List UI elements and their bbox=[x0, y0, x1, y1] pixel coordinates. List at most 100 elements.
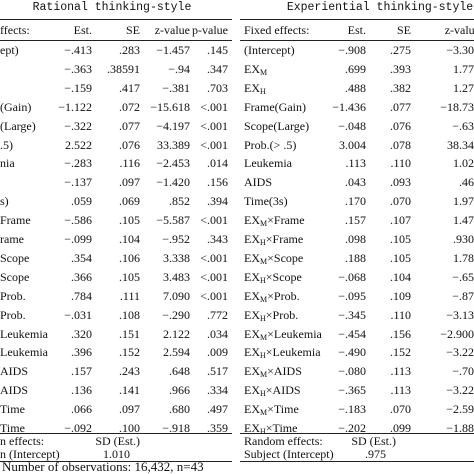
cell: .396 bbox=[71, 345, 92, 360]
cell: −1.457 bbox=[156, 43, 190, 57]
cell: 1.024 bbox=[453, 156, 474, 171]
cell: .113 bbox=[390, 364, 411, 379]
row-label: Leukemia bbox=[0, 345, 48, 360]
cell: .156 bbox=[390, 326, 411, 341]
label-part: M bbox=[260, 332, 268, 342]
row-label: AIDS bbox=[0, 364, 29, 379]
label-part: ×Scope bbox=[265, 269, 302, 284]
cell: 33.389 bbox=[157, 137, 190, 152]
label-part: EX bbox=[244, 269, 260, 284]
row-label: EXH×Leukemia bbox=[244, 345, 321, 360]
cell: .784 bbox=[71, 288, 92, 303]
label-part: EX bbox=[244, 307, 260, 322]
label-part: M bbox=[260, 294, 268, 304]
cell: .320 bbox=[71, 326, 92, 341]
cell: .066 bbox=[71, 402, 92, 417]
cell: <.001 bbox=[200, 269, 228, 284]
cell: .394 bbox=[207, 194, 228, 209]
random-header: Random effects: bbox=[244, 434, 323, 448]
cell: .076 bbox=[119, 137, 140, 152]
cell: .113 bbox=[345, 156, 366, 171]
cell: <.001 bbox=[200, 99, 228, 114]
row-label: (Intercept) bbox=[244, 43, 295, 57]
cell: .157 bbox=[71, 364, 92, 379]
cell: −3.305 bbox=[446, 43, 474, 57]
column-header: p-value bbox=[192, 23, 228, 37]
cell: .680 bbox=[169, 402, 190, 417]
cell: .517 bbox=[207, 364, 228, 379]
cell: .099 bbox=[390, 421, 411, 435]
cell: .111 bbox=[119, 288, 140, 303]
cell: .116 bbox=[119, 156, 140, 171]
cell: <.001 bbox=[200, 118, 228, 133]
cell: −.183 bbox=[338, 402, 366, 417]
cell: .109 bbox=[390, 288, 411, 303]
cell: .059 bbox=[71, 194, 92, 209]
label-part: M bbox=[260, 370, 268, 380]
column-header: SE bbox=[125, 23, 140, 37]
cell: −.413 bbox=[64, 43, 92, 57]
label-part: EX bbox=[244, 364, 260, 379]
label-part: ×Scope bbox=[267, 250, 304, 265]
cell: 3.338 bbox=[163, 250, 190, 265]
cell: −2.597 bbox=[446, 402, 474, 417]
cell: .145 bbox=[207, 43, 228, 57]
label-part: EX bbox=[244, 383, 260, 398]
cell: .170 bbox=[345, 194, 366, 209]
cell: −.092 bbox=[64, 421, 92, 435]
row-label: EXH×AIDS bbox=[244, 383, 301, 398]
cell: −18.731 bbox=[440, 99, 474, 114]
row-label: Frame(Gain) bbox=[244, 99, 306, 114]
cell: .699 bbox=[345, 61, 366, 76]
cell: −.634 bbox=[452, 118, 474, 133]
label-part: EX bbox=[244, 80, 260, 95]
cell: .156 bbox=[207, 175, 228, 190]
label-part: M bbox=[260, 256, 268, 266]
cell: .106 bbox=[119, 250, 140, 265]
label-part: ×AIDS bbox=[267, 364, 302, 379]
row-label: Time bbox=[0, 421, 25, 435]
cell: .078 bbox=[390, 137, 411, 152]
cell: .334 bbox=[207, 383, 228, 398]
column-header: z-value bbox=[444, 23, 474, 37]
cell: .009 bbox=[207, 345, 228, 360]
cell: −.283 bbox=[64, 156, 92, 171]
cell: −.365 bbox=[338, 383, 366, 398]
cell: .072 bbox=[119, 99, 140, 114]
row-label: EXH×Prob. bbox=[244, 307, 298, 323]
cell: −3.130 bbox=[446, 307, 474, 322]
cell: −.586 bbox=[64, 213, 92, 228]
column-header: z-value bbox=[154, 23, 190, 37]
cell: .347 bbox=[207, 61, 228, 76]
cell: −1.436 bbox=[332, 99, 366, 114]
row-label: Scope bbox=[0, 250, 30, 265]
label-part: ×AIDS bbox=[265, 383, 301, 398]
row-label: AIDS bbox=[244, 175, 273, 190]
cell: .034 bbox=[207, 326, 228, 341]
cell: .105 bbox=[119, 213, 140, 228]
cell: −.870 bbox=[452, 288, 474, 303]
cell: −.080 bbox=[338, 364, 366, 379]
label-part: M bbox=[260, 219, 268, 229]
cell: −.099 bbox=[64, 232, 92, 246]
cell: .070 bbox=[390, 402, 411, 417]
label-part: ×Leukemia bbox=[265, 345, 321, 360]
rule bbox=[0, 40, 232, 41]
cell: 1.973 bbox=[453, 194, 474, 209]
cell: −2.453 bbox=[156, 156, 190, 171]
cell: .354 bbox=[71, 250, 92, 265]
cell: −.908 bbox=[338, 43, 366, 57]
cell: .110 bbox=[390, 307, 411, 322]
cell: .275 bbox=[390, 43, 411, 57]
label-part: ×Prob. bbox=[267, 288, 300, 303]
cell: .38591 bbox=[107, 61, 140, 76]
cell: .157 bbox=[345, 213, 366, 228]
row-label: EXM×Prob. bbox=[244, 288, 300, 304]
cell: .107 bbox=[390, 213, 411, 228]
row-label: EXM×AIDS bbox=[244, 364, 302, 380]
row-label: EXH×Frame bbox=[244, 232, 303, 247]
row-label: Scope(Large) bbox=[244, 118, 310, 133]
column-header: Est. bbox=[347, 23, 366, 37]
row-label: AIDS bbox=[0, 383, 29, 398]
cell: .497 bbox=[207, 402, 228, 417]
